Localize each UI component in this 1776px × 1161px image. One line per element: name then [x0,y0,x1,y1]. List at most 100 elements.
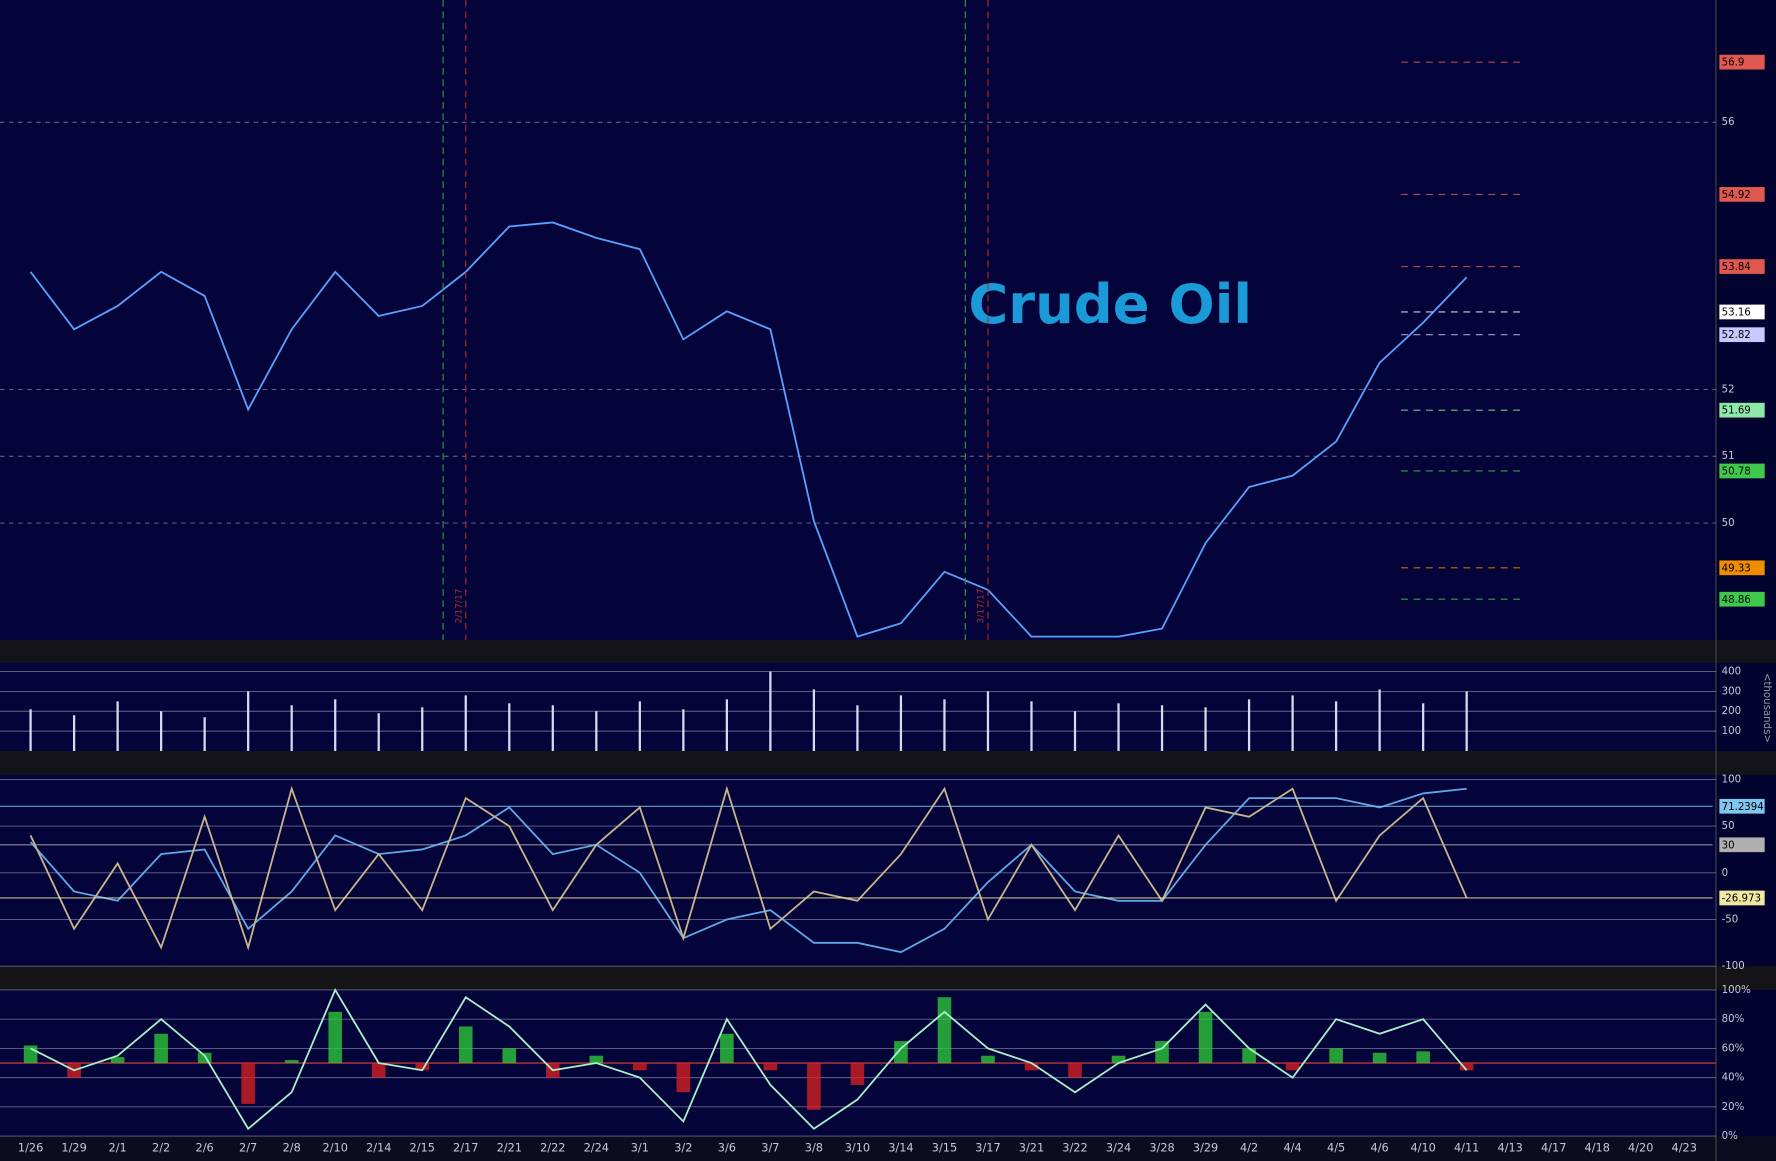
volume-bar [943,699,946,751]
x-tick-label: 3/1 [631,1141,649,1155]
volume-bar [247,691,250,751]
volume-bar [638,701,641,751]
x-tick-label: 1/29 [61,1141,86,1155]
volume-bar [1204,707,1207,751]
x-tick-label: 2/8 [283,1141,301,1155]
y-tick-label: 60% [1722,1043,1745,1054]
y-axis-label: <thousands> [1761,673,1772,743]
x-tick-label: 2/22 [540,1141,565,1155]
x-tick-label: 3/28 [1149,1141,1174,1155]
volume-bar [1247,699,1251,751]
y-tick-label: 100 [1722,726,1741,737]
volume-bar [986,691,990,751]
level-label: 48.86 [1722,595,1751,606]
volume-bar [812,689,816,751]
y-tick-label: 50 [1722,821,1735,832]
volume-bar [551,705,554,751]
level-label: 50.78 [1722,467,1751,478]
y-tick-label: 56 [1722,117,1735,128]
histogram-bar [1459,1063,1474,1071]
volume-bar [1160,705,1164,751]
histogram-bar [633,1063,647,1071]
y-tick-label: -50 [1722,914,1739,925]
histogram-bar [328,1011,343,1064]
x-tick-label: 4/17 [1541,1141,1566,1155]
x-tick-label: 2/24 [584,1141,609,1155]
level-label: -26.973 [1722,894,1761,905]
x-tick-label: 2/7 [239,1141,257,1155]
volume-bar [1117,703,1120,751]
y-tick-label: 80% [1722,1014,1745,1025]
level-box [1719,591,1765,607]
data-line [29,221,1468,638]
histogram-bar [1285,1063,1300,1071]
x-axis-area [0,1136,1776,1161]
volume-bar [682,709,685,751]
y-tick-label: 0 [1722,868,1728,879]
level-label: 53.84 [1722,262,1751,273]
level-label: 56.9 [1722,58,1745,69]
histogram-bar [763,1063,778,1071]
x-tick-label: 2/2 [152,1141,170,1155]
histogram-bar [807,1063,821,1110]
histogram-bar [371,1063,386,1078]
level-label: 30 [1722,840,1735,851]
volume-bar [1422,703,1425,751]
x-tick-label: 3/29 [1193,1141,1218,1155]
y-tick-label: 52 [1722,384,1735,395]
x-tick-label: 3/24 [1106,1141,1131,1155]
x-tick-label: 3/22 [1062,1141,1087,1155]
histogram-bar [197,1052,212,1064]
histogram-bar [1198,1011,1213,1064]
histogram-bar [937,997,952,1064]
volume-bar [725,699,728,751]
volume-bar [290,705,293,751]
y-tick-label: 200 [1722,706,1741,717]
x-tick-label: 4/2 [1240,1141,1258,1155]
volume-bar [464,695,467,751]
x-tick-label: 4/4 [1283,1141,1301,1155]
level-box [1719,463,1765,479]
level-label: 53.16 [1722,308,1751,319]
x-tick-label: 4/18 [1585,1141,1610,1155]
histogram-bar [981,1055,995,1064]
y-tick-label: 50 [1722,518,1735,529]
event-label: 3/17/17 [977,589,987,624]
x-tick-label: 4/6 [1371,1141,1389,1155]
level-box [1719,327,1765,343]
volume-bar [334,699,337,751]
histogram-bar [720,1033,734,1064]
volume-bar [160,711,163,751]
x-tick-label: 3/17 [975,1141,1000,1155]
histogram-bar [502,1048,517,1064]
level-box [1719,798,1765,814]
histogram-bar [415,1063,430,1071]
y-tick-label: -100 [1722,961,1745,972]
x-tick-label: 4/10 [1410,1141,1435,1155]
x-tick-label: 4/11 [1454,1141,1479,1155]
x-tick-label: 4/23 [1672,1141,1697,1155]
volume-bar [1291,695,1294,751]
x-tick-label: 2/10 [323,1141,348,1155]
level-box [1719,837,1765,853]
data-line [29,785,1468,951]
volume-bar [1334,701,1338,751]
volume-bar [1073,711,1077,751]
y-tick-label: 400 [1722,667,1741,678]
event-label: 2/17/17 [454,589,464,624]
volume-bar [29,709,32,751]
x-tick-label: 4/13 [1497,1141,1522,1155]
level-box [1719,187,1765,202]
volume-bar [377,713,380,751]
volume-bar [116,701,119,751]
histogram-bar [23,1045,38,1064]
volume-bar [1030,701,1033,751]
x-tick-label: 2/21 [497,1141,522,1155]
histogram-bar [1111,1055,1126,1064]
volume-bar [203,717,206,751]
level-box [1719,54,1765,70]
x-tick-label: 3/21 [1019,1141,1044,1155]
y-tick-label: 0% [1722,1131,1738,1142]
x-tick-label: 2/14 [366,1141,391,1155]
